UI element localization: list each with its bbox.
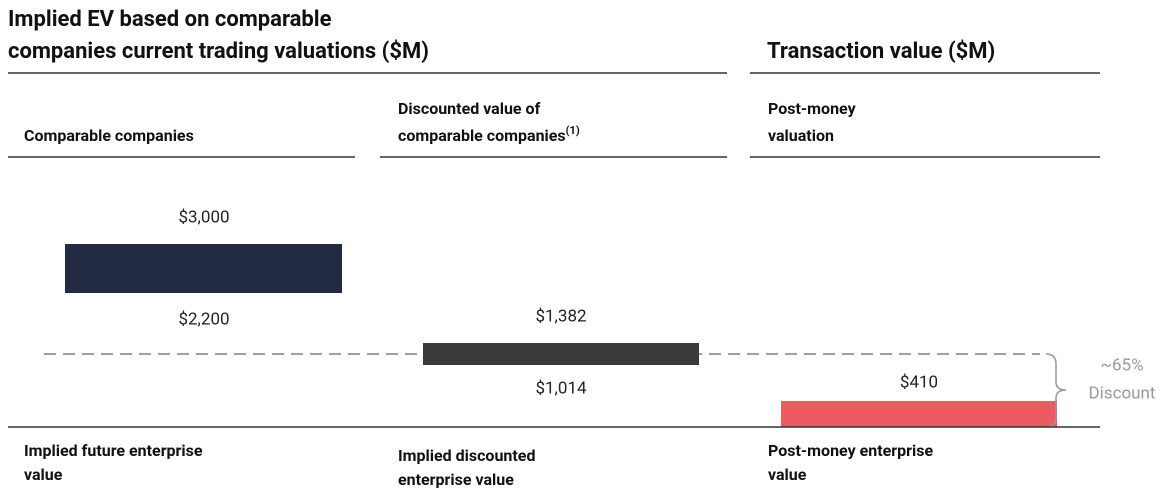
right-title: Transaction value ($M) bbox=[767, 39, 995, 64]
footer-label: Implied future enterprise bbox=[24, 441, 203, 460]
column-header: Comparable companies bbox=[24, 126, 194, 145]
column-header: Discounted value of bbox=[398, 99, 541, 118]
column-header: comparable companies(1) bbox=[398, 124, 580, 145]
footer-label: value bbox=[768, 465, 807, 484]
footer-label: Implied discounted bbox=[398, 446, 535, 465]
left-title: Implied EV based on comparable bbox=[8, 7, 332, 32]
left-title: companies current trading valuations ($M… bbox=[8, 39, 429, 64]
range-bar bbox=[65, 244, 342, 293]
annotation: Discount bbox=[1089, 383, 1156, 403]
footer-label: Post-money enterprise bbox=[768, 441, 933, 460]
column-header: Post-money bbox=[768, 99, 857, 118]
footer-label: enterprise value bbox=[398, 470, 514, 489]
footnote-mark: (1) bbox=[566, 124, 580, 137]
header-text: comparable companies bbox=[398, 126, 566, 145]
value-label: $1,382 bbox=[535, 306, 586, 326]
bar bbox=[781, 401, 1057, 427]
value-label: $2,200 bbox=[178, 309, 229, 329]
value-label: $1,014 bbox=[535, 378, 587, 398]
value-label: $3,000 bbox=[178, 207, 229, 227]
brace bbox=[1045, 353, 1067, 428]
value-label: $410 bbox=[900, 372, 938, 392]
column-header: valuation bbox=[768, 126, 834, 145]
footer-label: value bbox=[24, 465, 63, 484]
annotation: ~65% bbox=[1100, 355, 1143, 375]
range-bar bbox=[423, 343, 699, 365]
